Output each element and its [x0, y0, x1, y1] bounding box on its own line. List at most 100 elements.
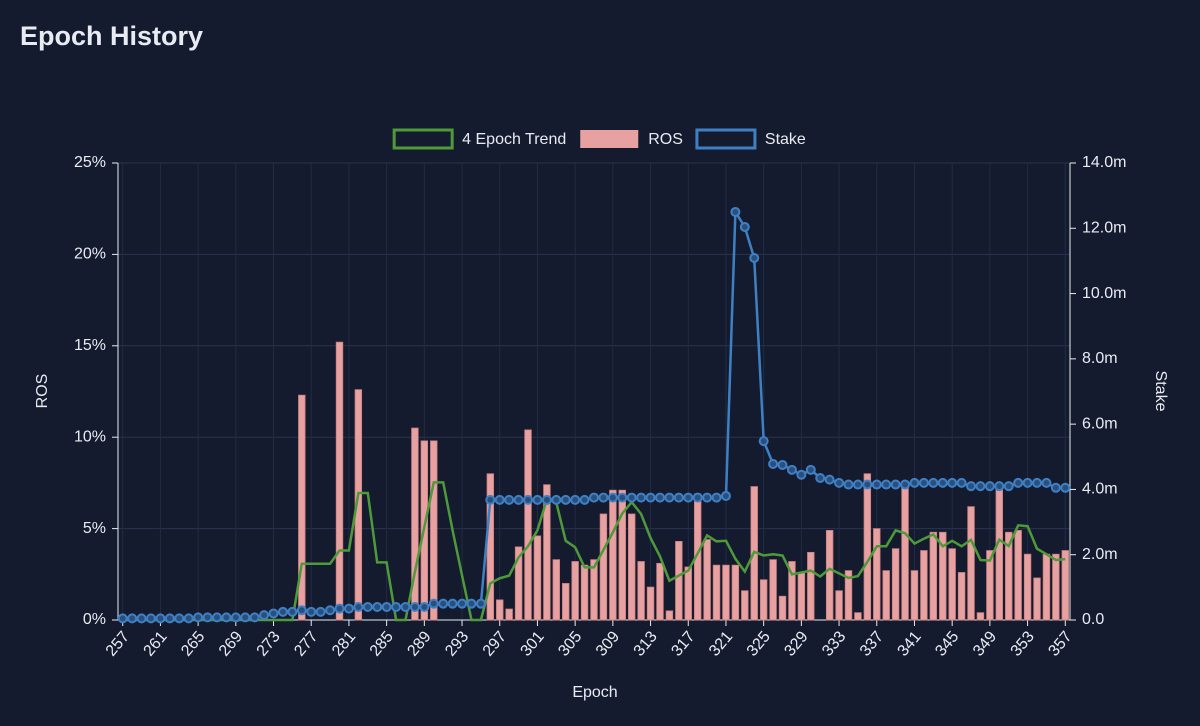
point: [749, 252, 760, 263]
point: [966, 481, 977, 492]
point: [1050, 482, 1061, 493]
point: [221, 612, 232, 623]
point: [334, 603, 345, 614]
y2-tick-label: 6.0m: [1082, 415, 1118, 432]
y-tick-label: 25%: [74, 154, 106, 171]
bar: [873, 528, 881, 621]
point: [268, 608, 279, 619]
bar: [807, 551, 815, 621]
point: [711, 492, 722, 503]
y-tick-label: 10%: [74, 428, 106, 445]
x-tick-label: 341: [895, 628, 925, 659]
point: [202, 612, 213, 623]
point: [155, 613, 166, 624]
point: [315, 606, 326, 617]
bar: [910, 570, 919, 621]
bar: [609, 489, 617, 621]
x-tick-label: 289: [404, 628, 434, 659]
point: [240, 612, 251, 623]
bar: [731, 564, 740, 621]
bar: [948, 548, 956, 621]
bar: [929, 531, 938, 621]
bar: [599, 513, 608, 621]
point: [287, 606, 298, 617]
bar: [646, 586, 655, 621]
bar: [1042, 553, 1051, 621]
bar: [712, 564, 721, 621]
y-axis-label: ROS: [34, 374, 51, 409]
x-tick-label: 337: [857, 628, 887, 659]
point: [230, 612, 241, 623]
point: [589, 492, 599, 503]
point: [570, 494, 581, 505]
bar: [533, 535, 542, 621]
point: [325, 605, 336, 616]
point: [636, 492, 647, 503]
point: [306, 606, 317, 617]
x-tick-label: 317: [668, 628, 698, 659]
y2-tick-label: 10.0m: [1082, 285, 1126, 302]
legend-label: 4 Epoch Trend: [462, 131, 566, 148]
bar: [637, 561, 645, 621]
bar: [505, 608, 513, 621]
bar: [335, 341, 344, 621]
point: [871, 479, 882, 490]
point: [956, 477, 967, 488]
bar: [618, 489, 626, 621]
x-tick-label: 297: [480, 628, 510, 659]
line: [122, 481, 1066, 622]
y2-tick-label: 8.0m: [1082, 350, 1118, 367]
y-tick-label: 5%: [83, 520, 106, 537]
point: [984, 481, 995, 492]
legend-swatch: [392, 128, 454, 150]
bar: [1033, 577, 1041, 621]
bar: [901, 484, 909, 621]
point: [768, 458, 779, 469]
bar: [514, 546, 523, 621]
point: [362, 601, 373, 612]
bar: [354, 389, 363, 621]
point: [457, 598, 468, 609]
point: [994, 481, 1005, 492]
bar: [759, 579, 768, 621]
point: [937, 477, 948, 488]
point: [1013, 477, 1024, 488]
point: [900, 479, 911, 490]
bar: [562, 583, 570, 621]
point: [1032, 477, 1043, 488]
legend-swatch: [695, 128, 757, 150]
legend-swatch: [580, 130, 639, 148]
point: [777, 459, 788, 470]
bar: [788, 561, 796, 621]
point: [909, 477, 920, 488]
point: [881, 479, 892, 490]
bar: [665, 610, 674, 621]
point: [805, 464, 816, 475]
point: [466, 598, 477, 609]
legend-label: ROS: [648, 131, 683, 148]
x-tick-label: 333: [819, 628, 849, 659]
y2-tick-label: 12.0m: [1082, 220, 1126, 237]
bar: [543, 484, 551, 621]
point: [400, 601, 411, 612]
bar: [891, 548, 900, 621]
y2-tick-label: 0.0: [1082, 611, 1104, 628]
point: [541, 494, 552, 505]
point: [409, 601, 420, 612]
point: [353, 601, 364, 612]
x-tick-label: 285: [367, 628, 397, 659]
point: [843, 479, 854, 490]
bar: [524, 429, 532, 621]
x-tick-label: 293: [442, 628, 472, 659]
bar: [656, 562, 664, 621]
bar: [580, 564, 589, 621]
bar: [863, 473, 872, 621]
point: [259, 610, 270, 621]
bar: [995, 487, 1004, 621]
point: [513, 494, 524, 505]
x-tick-label: 273: [254, 628, 284, 659]
point: [381, 601, 392, 612]
point: [174, 613, 185, 624]
bar: [496, 599, 504, 621]
